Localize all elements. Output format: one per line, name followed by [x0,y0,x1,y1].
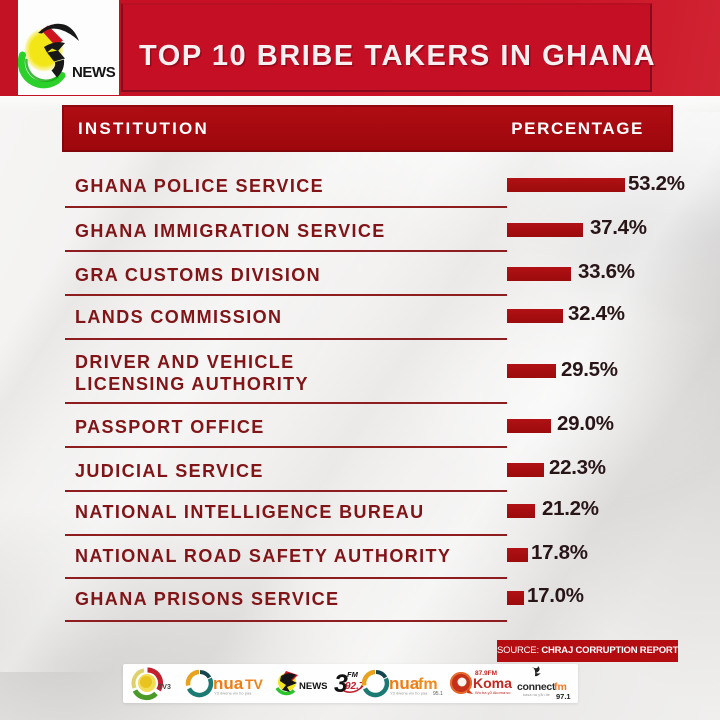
svg-text:Y3 dwene wo ho paa: Y3 dwene wo ho paa [390,691,428,696]
svg-text:97.1: 97.1 [556,692,571,701]
svg-text:fm: fm [418,676,438,693]
svg-text:connect: connect [517,681,556,693]
svg-text:Y3 dwene wo ho paa: Y3 dwene wo ho paa [214,691,252,696]
svg-text:NEWS: NEWS [72,64,116,81]
svg-text:TV3: TV3 [158,684,171,691]
svg-text:nua: nua [389,674,420,693]
svg-text:NEWS: NEWS [299,681,328,692]
svg-text:fm: fm [554,681,567,693]
svg-text:87.9FM: 87.9FM [475,670,497,677]
svg-text:kasa na y3n tie: kasa na y3n tie [523,692,551,697]
svg-text:95.1: 95.1 [433,691,443,697]
svg-text:92.7: 92.7 [345,681,365,692]
svg-text:TV: TV [245,676,264,692]
svg-text:Koma: Koma [473,675,512,691]
svg-text:Wo ba y3 Akoma so: Wo ba y3 Akoma so [475,690,511,695]
svg-text:nua: nua [213,674,244,693]
svg-text:FM: FM [347,670,359,679]
